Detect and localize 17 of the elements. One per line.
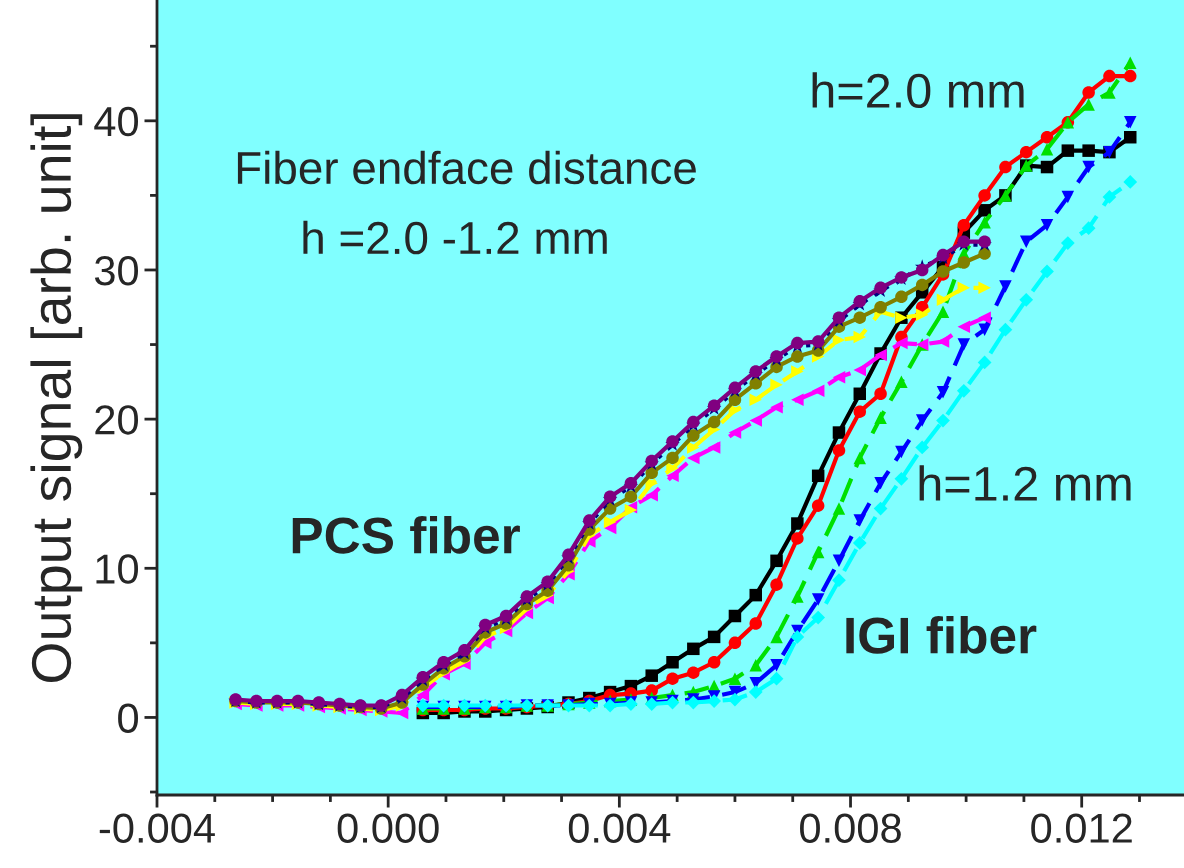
x-tick-label: 0.008 <box>800 813 901 843</box>
annotation: h =2.0 -1.2 mm <box>303 220 607 255</box>
x-tick-label: -0.004 <box>99 813 215 843</box>
y-tick-label: 0 <box>118 703 139 733</box>
x-tick-label: 0.012 <box>1031 813 1132 843</box>
annotation: Fiber endface distance <box>237 150 696 185</box>
annotation: h=2.0 mm <box>812 72 1024 109</box>
y-tick-label: 10 <box>96 554 139 584</box>
y-tick-label: 30 <box>94 255 139 286</box>
x-tick-label: 0.004 <box>568 813 671 843</box>
x-tick-label: 0.000 <box>337 813 439 843</box>
y-tick-label: 40 <box>94 106 139 137</box>
annotation: h=1.2 mm <box>919 465 1131 501</box>
y-tick-label: 20 <box>95 405 139 435</box>
annotation: IGI fiber <box>846 616 1037 654</box>
y-axis-title: Output signal [arb. unit] <box>30 114 83 683</box>
annotation: PCS fiber <box>292 516 520 554</box>
